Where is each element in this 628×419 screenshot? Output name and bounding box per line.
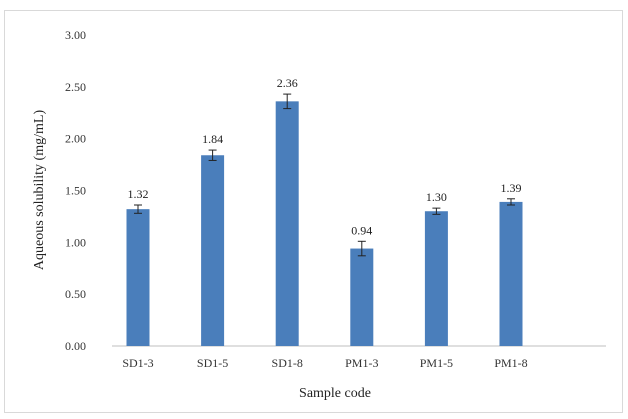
- y-tick-label: 0.50: [65, 287, 86, 301]
- y-tick-label: 2.50: [65, 80, 86, 94]
- x-axis-ticks: SD1-3 SD1-5 SD1-8 PM1-3 PM1-5 PM1-8: [122, 356, 527, 370]
- bar-pm1-8: [499, 201, 523, 346]
- data-label-pm1-5: 1.30: [426, 190, 447, 204]
- bar-sd1-5: [201, 155, 225, 346]
- error-bar-pm1-8: [507, 198, 515, 206]
- error-bar-sd1-5: [208, 149, 217, 161]
- data-label-pm1-3: 0.94: [351, 223, 372, 237]
- x-tick-label-sd1-8: SD1-8: [272, 356, 303, 370]
- error-bars: [134, 93, 515, 257]
- y-tick-label: 1.00: [65, 235, 86, 249]
- data-label-sd1-5: 1.84: [202, 132, 223, 146]
- y-tick-label: 2.00: [65, 132, 86, 146]
- error-bar-pm1-5: [432, 207, 441, 215]
- bar-sd1-3: [126, 209, 150, 346]
- data-label-sd1-8: 2.36: [277, 76, 298, 90]
- bar-sd1-8: [275, 101, 299, 346]
- bars: [126, 101, 523, 346]
- x-tick-label-pm1-8: PM1-8: [494, 356, 527, 370]
- y-axis-ticks: 0.00 0.50 1.00 1.50 2.00 2.50 3.00: [65, 28, 86, 353]
- error-bar-pm1-3: [357, 240, 366, 257]
- bar-pm1-5: [424, 211, 448, 346]
- data-labels: 1.32 1.84 2.36 0.94 1.30 1.39: [128, 76, 522, 237]
- x-tick-label-pm1-5: PM1-5: [420, 356, 453, 370]
- y-tick-label: 0.00: [65, 339, 86, 353]
- error-bar-sd1-3: [134, 204, 142, 214]
- bar-pm1-3: [350, 248, 374, 346]
- data-label-pm1-8: 1.39: [501, 181, 522, 195]
- data-label-sd1-3: 1.32: [128, 187, 149, 201]
- y-axis-title: Aqueous solubility (mg/mL): [32, 110, 47, 271]
- x-tick-label-sd1-3: SD1-3: [122, 356, 153, 370]
- y-tick-label: 1.50: [65, 184, 86, 198]
- y-tick-label: 3.00: [65, 28, 86, 42]
- error-bar-sd1-8: [283, 93, 292, 110]
- x-tick-label-sd1-5: SD1-5: [197, 356, 228, 370]
- x-axis-title: Sample code: [299, 386, 371, 401]
- x-tick-label-pm1-3: PM1-3: [345, 356, 378, 370]
